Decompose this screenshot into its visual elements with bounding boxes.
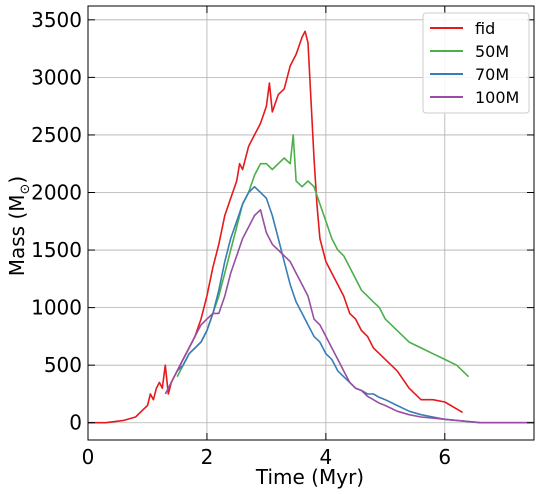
legend-box bbox=[422, 12, 530, 114]
y-tick-label: 0 bbox=[69, 411, 82, 435]
y-tick-label: 3500 bbox=[31, 8, 82, 32]
x-tick-label: 6 bbox=[438, 445, 451, 469]
tick-labels: 0 2 4 6 0 500 1000 1500 2000 2500 3000 3500 bbox=[31, 8, 451, 469]
series-lines bbox=[88, 30, 534, 424]
y-tick-label: 500 bbox=[44, 353, 82, 377]
legend: fid 50M 70M 100M bbox=[422, 12, 530, 114]
legend-label-fid: fid bbox=[475, 19, 495, 38]
x-axis-label: Time (Myr) bbox=[255, 465, 364, 489]
x-tick-label: 2 bbox=[201, 445, 214, 469]
y-tick-label: 1500 bbox=[31, 238, 82, 262]
x-tick-label: 0 bbox=[82, 445, 95, 469]
y-axis-label: Mass (M⊙) bbox=[5, 176, 33, 277]
series-line-70m bbox=[176, 185, 534, 424]
y-axis-label-close: ) bbox=[5, 176, 29, 184]
series-line-fid bbox=[88, 30, 464, 424]
tick-marks bbox=[87, 6, 534, 440]
y-tick-label: 2000 bbox=[31, 180, 82, 204]
x-tick-label: 4 bbox=[319, 445, 332, 469]
series-line-100m bbox=[164, 209, 534, 424]
series-line-50m bbox=[176, 134, 470, 378]
y-axis-label-sun-symbol: ⊙ bbox=[18, 184, 33, 195]
legend-label-100m: 100M bbox=[475, 88, 519, 107]
y-tick-label: 3000 bbox=[31, 65, 82, 89]
plot-frame bbox=[87, 5, 535, 441]
y-tick-label: 1000 bbox=[31, 296, 82, 320]
legend-label-70m: 70M bbox=[475, 65, 509, 84]
y-tick-label: 2500 bbox=[31, 123, 82, 147]
legend-label-50m: 50M bbox=[475, 42, 509, 61]
grid-lines bbox=[87, 6, 534, 440]
y-axis-label-main: Mass (M bbox=[5, 194, 29, 276]
